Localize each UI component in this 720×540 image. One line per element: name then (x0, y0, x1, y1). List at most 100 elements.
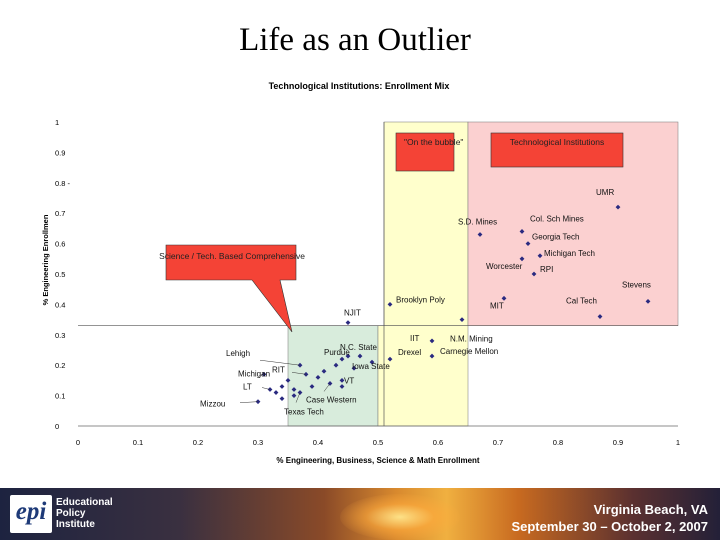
point-label-stevens: Stevens (622, 280, 651, 289)
data-point (279, 384, 285, 389)
on-the-bubble-text: "On the bubble" (404, 137, 463, 147)
y-tick-label: 0.1 (55, 392, 65, 401)
point-iowa-state (369, 359, 375, 365)
epi-logo: epi (10, 495, 52, 533)
point-label-texas-tech: Texas Tech (284, 408, 324, 417)
point-label-umr: UMR (596, 188, 614, 197)
point-label-n-c-state: N.C. State (340, 343, 377, 352)
point-label-drexel: Drexel (398, 348, 421, 357)
data-point (291, 387, 297, 392)
point-label-brooklyn-poly: Brooklyn Poly (396, 295, 445, 304)
y-tick-label: 0.4 (55, 300, 65, 309)
point-label-purdue: Purdue (324, 348, 350, 357)
point-umr (615, 204, 621, 210)
data-point (291, 393, 297, 398)
point-label-col-sch-mines: Col. Sch Mines (530, 214, 584, 223)
point-n-m-mining (459, 317, 465, 322)
data-point (285, 378, 291, 383)
point-label-worcester: Worcester (486, 262, 523, 271)
point-vt (339, 378, 345, 383)
leader-line (323, 383, 331, 392)
point-label-lt: LT (243, 383, 252, 392)
point-label-s-d-mines: S.D. Mines (458, 217, 497, 226)
leader-line (261, 387, 271, 390)
point-label-n-m-mining: N.M. Mining (450, 335, 493, 344)
labels-layer: UMR S.D. Mines Col. Sch Mines Georgia Tech M… (200, 188, 651, 416)
science-tech-region (287, 325, 379, 427)
y-tick-label: 0 (55, 422, 59, 431)
point-label-michigan: Michigan (238, 369, 270, 378)
y-tick-label: 0.8 - (55, 179, 71, 188)
leader-line (239, 401, 259, 403)
point-label-cal-tech: Cal Tech (566, 297, 597, 306)
point-label-lehigh: Lehigh (226, 349, 250, 358)
chart-title: Technological Institutions: Enrollment M… (269, 81, 450, 91)
point-label-iowa-state: Iowa State (352, 362, 390, 371)
sunset-glow (340, 494, 460, 540)
y-tick-label: 0.9 (55, 148, 65, 157)
point-brooklyn-poly (387, 302, 393, 307)
on-the-bubble-box (395, 132, 455, 172)
point-njit (345, 320, 351, 326)
science-tech-text: Science / Tech. Based Comprehensive (159, 251, 305, 261)
science-tech-callout: Science / Tech. Based Comprehensive (159, 244, 305, 333)
point-purdue (339, 356, 345, 362)
axes-layer: 0 0.1 0.2 0.3 0.4 0.5 0.6 0.7 0.8 0.9 1 0 0.1 0.2 0.3 0… (55, 118, 680, 447)
point-label-carnegie-mellon: Carnegie Mellon (440, 347, 498, 356)
epi-logo-mark: epi (15, 498, 47, 525)
point-label-vt: VT (344, 376, 354, 385)
org-name-line2: Policy (56, 508, 86, 519)
point-label-njit: NJIT (344, 309, 361, 318)
point-label-georgia-tech: Georgia Tech (532, 233, 579, 242)
point-iit (429, 338, 435, 344)
point-michigan-tech (537, 253, 543, 259)
technological-institutions-box (490, 132, 624, 168)
y-tick-label: 0.3 (55, 331, 65, 340)
point-georgia-tech (525, 241, 531, 246)
data-point (351, 365, 357, 371)
technological-institutions-text: Technological Institutions (510, 137, 605, 147)
on-the-bubble-callout: "On the bubble" (395, 132, 463, 172)
x-tick-label: 0.1 (133, 438, 143, 447)
x-tick-label: 0.5 (373, 438, 383, 447)
leader-line (259, 374, 265, 376)
x-tick-label: 1 (676, 438, 680, 447)
point-label-rpi: RPI (540, 265, 553, 274)
x-tick-label: 0.3 (253, 438, 263, 447)
y-tick-label: 0.7 (55, 209, 65, 218)
org-name-line3: Institute (56, 519, 95, 530)
x-axis-label: % Engineering, Business, Science & Math … (276, 456, 479, 465)
point-label-michigan-tech: Michigan Tech (544, 249, 595, 258)
x-tick-label: 0.9 (613, 438, 623, 447)
data-point (279, 396, 285, 402)
leader-line (259, 359, 301, 366)
point-label-case-western: Case Western (306, 395, 357, 404)
data-point (315, 374, 321, 380)
org-name: Educational Policy Institute (56, 497, 113, 530)
point-label-mit: MIT (490, 301, 504, 310)
point-col-sch-mines (519, 229, 525, 234)
point-drexel (387, 356, 393, 362)
leader-line (295, 392, 301, 403)
y-axis-label: % Engineering Enrollmen (41, 214, 50, 305)
org-name-line1: Educational (56, 497, 113, 508)
data-point (339, 384, 345, 389)
point-label-mizzou: Mizzou (200, 400, 225, 409)
point-s-d-mines (477, 232, 483, 237)
technological-institutions-callout: Technological Institutions (490, 132, 624, 168)
y-tick-label: 0.2 (55, 361, 65, 370)
point-label-rit: RIT (272, 365, 285, 374)
x-tick-label: 0.6 (433, 438, 443, 447)
y-tick-label: 0.6 (55, 240, 65, 249)
footer-banner: epi Educational Policy Institute Virgini… (0, 488, 720, 540)
point-mit (501, 295, 507, 301)
footer-location: Virginia Beach, VA (593, 502, 708, 517)
point-stevens (645, 298, 651, 304)
x-tick-label: 0.2 (193, 438, 203, 447)
footer-dates: September 30 – October 2, 2007 (511, 519, 708, 534)
x-tick-label: 0.4 (313, 438, 323, 447)
scatter-chart: 0 0.1 0.2 0.3 0.4 0.5 0.6 0.7 0.8 0.9 1 0 0.1 0.2 0.3 0… (41, 81, 680, 465)
point-cal-tech (597, 314, 603, 319)
y-tick-label: 1 (55, 118, 59, 127)
x-tick-label: 0.7 (493, 438, 503, 447)
